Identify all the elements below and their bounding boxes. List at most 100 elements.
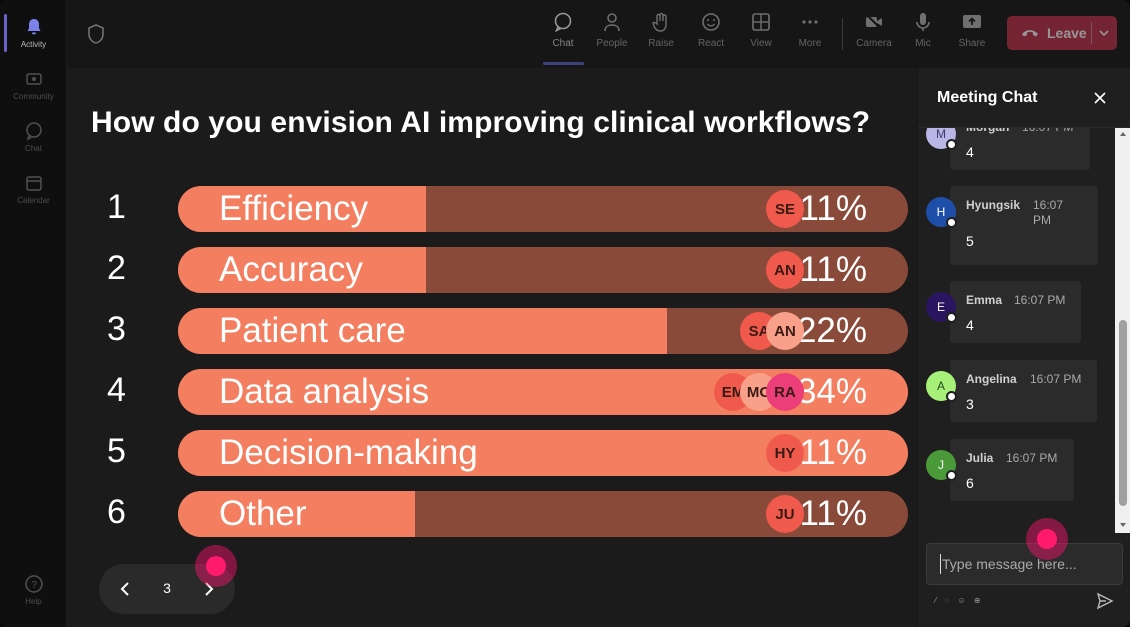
close-icon[interactable] bbox=[1092, 90, 1108, 106]
camera-button[interactable]: Camera bbox=[849, 12, 899, 60]
message-time: 16:07 PM bbox=[1006, 451, 1058, 465]
sender-name: Emma bbox=[966, 293, 1003, 307]
voter-avatar: JU bbox=[766, 495, 804, 533]
option-percent: 11% bbox=[799, 433, 867, 472]
chat-scrollbar[interactable] bbox=[1115, 128, 1130, 533]
option-label: Decision-making bbox=[219, 433, 478, 472]
chat-button[interactable]: Chat bbox=[538, 12, 588, 60]
react-button[interactable]: React bbox=[686, 12, 736, 60]
rail-item-community[interactable]: Community bbox=[0, 60, 67, 110]
calendar-icon bbox=[25, 176, 42, 191]
voter-avatar: HY bbox=[766, 434, 804, 472]
react-button-label: React bbox=[697, 38, 725, 49]
share-button-label: Share bbox=[958, 38, 986, 49]
more-button[interactable]: More bbox=[785, 12, 835, 60]
chat-message-input[interactable] bbox=[926, 543, 1123, 585]
option-percent: 11% bbox=[799, 250, 867, 289]
option-percent: 11% bbox=[799, 189, 867, 228]
chat-message[interactable]: Hyungsik 16:07 PM 5 bbox=[950, 186, 1098, 265]
person-icon bbox=[604, 13, 620, 32]
rail-item-activity[interactable]: Activity bbox=[0, 8, 67, 58]
meeting-toolbar: Chat People Raise React View More Camera bbox=[67, 0, 1130, 68]
rail-item-chat[interactable]: Chat bbox=[0, 112, 67, 162]
mic-icon bbox=[916, 13, 930, 31]
sender-avatar[interactable]: M bbox=[926, 128, 957, 150]
people-button[interactable]: People bbox=[587, 12, 637, 60]
sender-avatar[interactable]: J bbox=[926, 450, 957, 481]
sender-avatar[interactable]: H bbox=[926, 197, 957, 228]
view-button-label: View bbox=[750, 38, 772, 49]
rail-item-help[interactable]: ? Help bbox=[0, 565, 67, 615]
scroll-up-icon[interactable] bbox=[1119, 130, 1127, 138]
message-text: 6 bbox=[966, 475, 974, 491]
help-icon: ? bbox=[24, 575, 43, 593]
option-bar: Data analysis EM MO RA 34% bbox=[178, 369, 908, 415]
option-number: 6 bbox=[107, 493, 126, 531]
voter-avatar: AN bbox=[766, 251, 804, 289]
chat-message[interactable]: Emma 16:07 PM 4 bbox=[950, 281, 1081, 343]
option-bar: Patient care SA AN 22% bbox=[178, 308, 908, 354]
poll-option-row: 1 Efficiency SE 11% bbox=[67, 186, 917, 232]
voter-avatar: RA bbox=[766, 373, 804, 411]
voter-avatars: HY bbox=[766, 434, 804, 472]
status-dot bbox=[946, 217, 957, 228]
message-time: 16:07 PM bbox=[1030, 372, 1082, 386]
chevron-right-icon[interactable] bbox=[199, 579, 219, 599]
scroll-down-icon[interactable] bbox=[1119, 521, 1127, 529]
mic-button[interactable]: Mic bbox=[898, 12, 948, 60]
active-tab-indicator bbox=[543, 62, 584, 65]
people-button-label: People bbox=[596, 38, 628, 49]
poll-option-row: 6 Other JU 11% bbox=[67, 491, 917, 537]
chat-title: Meeting Chat bbox=[937, 89, 1038, 106]
rail-label: Calendar bbox=[17, 196, 50, 205]
rail-label: Help bbox=[25, 597, 42, 606]
option-number: 5 bbox=[107, 432, 126, 470]
sender-name: Julia bbox=[966, 451, 994, 465]
rail-label: Activity bbox=[20, 40, 47, 49]
view-button[interactable]: View bbox=[736, 12, 786, 60]
message-time: 16:07 PM bbox=[1014, 293, 1066, 307]
option-percent: 22% bbox=[796, 311, 867, 350]
scroll-thumb[interactable] bbox=[1119, 320, 1127, 506]
send-icon[interactable] bbox=[1096, 592, 1114, 610]
voter-avatars: SA AN bbox=[740, 312, 804, 350]
share-button[interactable]: Share bbox=[947, 12, 997, 60]
page-number: 3 bbox=[163, 580, 171, 596]
chevron-left-icon[interactable] bbox=[115, 579, 135, 599]
grid-icon bbox=[752, 13, 770, 31]
laser-pointer bbox=[1026, 518, 1068, 560]
chat-message[interactable]: Julia 16:07 PM 6 bbox=[950, 439, 1074, 501]
toolbar-divider bbox=[842, 18, 843, 50]
leave-button[interactable]: Leave bbox=[1007, 16, 1117, 50]
avatar-initial: H bbox=[936, 205, 946, 219]
rail-item-calendar[interactable]: Calendar bbox=[0, 164, 67, 214]
phone-hangup-icon bbox=[1022, 30, 1038, 37]
meeting-chat-panel: Meeting Chat Morgan 16:07 PM 4 M Hyungsik 16:… bbox=[917, 68, 1130, 627]
sender-name: Morgan bbox=[966, 128, 1009, 134]
raise-hand-button[interactable]: Raise bbox=[636, 12, 686, 60]
option-label: Data analysis bbox=[219, 372, 430, 411]
option-bar-fill bbox=[178, 247, 426, 293]
mic-button-label: Mic bbox=[915, 38, 931, 49]
format-icons[interactable]: ⁄ ◌ ☺ ⊕ bbox=[935, 596, 984, 605]
option-bar-fill bbox=[178, 186, 426, 232]
chat-icon bbox=[25, 122, 42, 141]
sender-avatar[interactable]: A bbox=[926, 371, 957, 402]
chat-message[interactable]: Morgan 16:07 PM 4 bbox=[950, 128, 1090, 170]
avatar-initial: M bbox=[936, 128, 946, 141]
bell-icon bbox=[27, 19, 40, 35]
message-time: 16:07 PM bbox=[1022, 128, 1073, 134]
chevron-down-icon[interactable] bbox=[1098, 27, 1110, 39]
chat-message[interactable]: Angelina 16:07 PM 3 bbox=[950, 360, 1097, 422]
option-bar: Accuracy AN 11% bbox=[178, 247, 908, 293]
chat-messages: Morgan 16:07 PM 4 M Hyungsik 16:07 PM 5 H Emma 16… bbox=[918, 128, 1115, 533]
poll-stage: How do you envision AI improving clinica… bbox=[67, 68, 917, 627]
message-time: 16:07 PM bbox=[1033, 198, 1064, 227]
option-bar: Efficiency SE 11% bbox=[178, 186, 908, 232]
camera-button-label: Camera bbox=[856, 38, 892, 49]
sender-avatar[interactable]: E bbox=[926, 292, 957, 323]
poll-option-row: 2 Accuracy AN 11% bbox=[67, 247, 917, 293]
status-dot bbox=[946, 312, 957, 323]
svg-text:?: ? bbox=[31, 580, 37, 591]
leave-button-label: Leave bbox=[1047, 25, 1087, 41]
